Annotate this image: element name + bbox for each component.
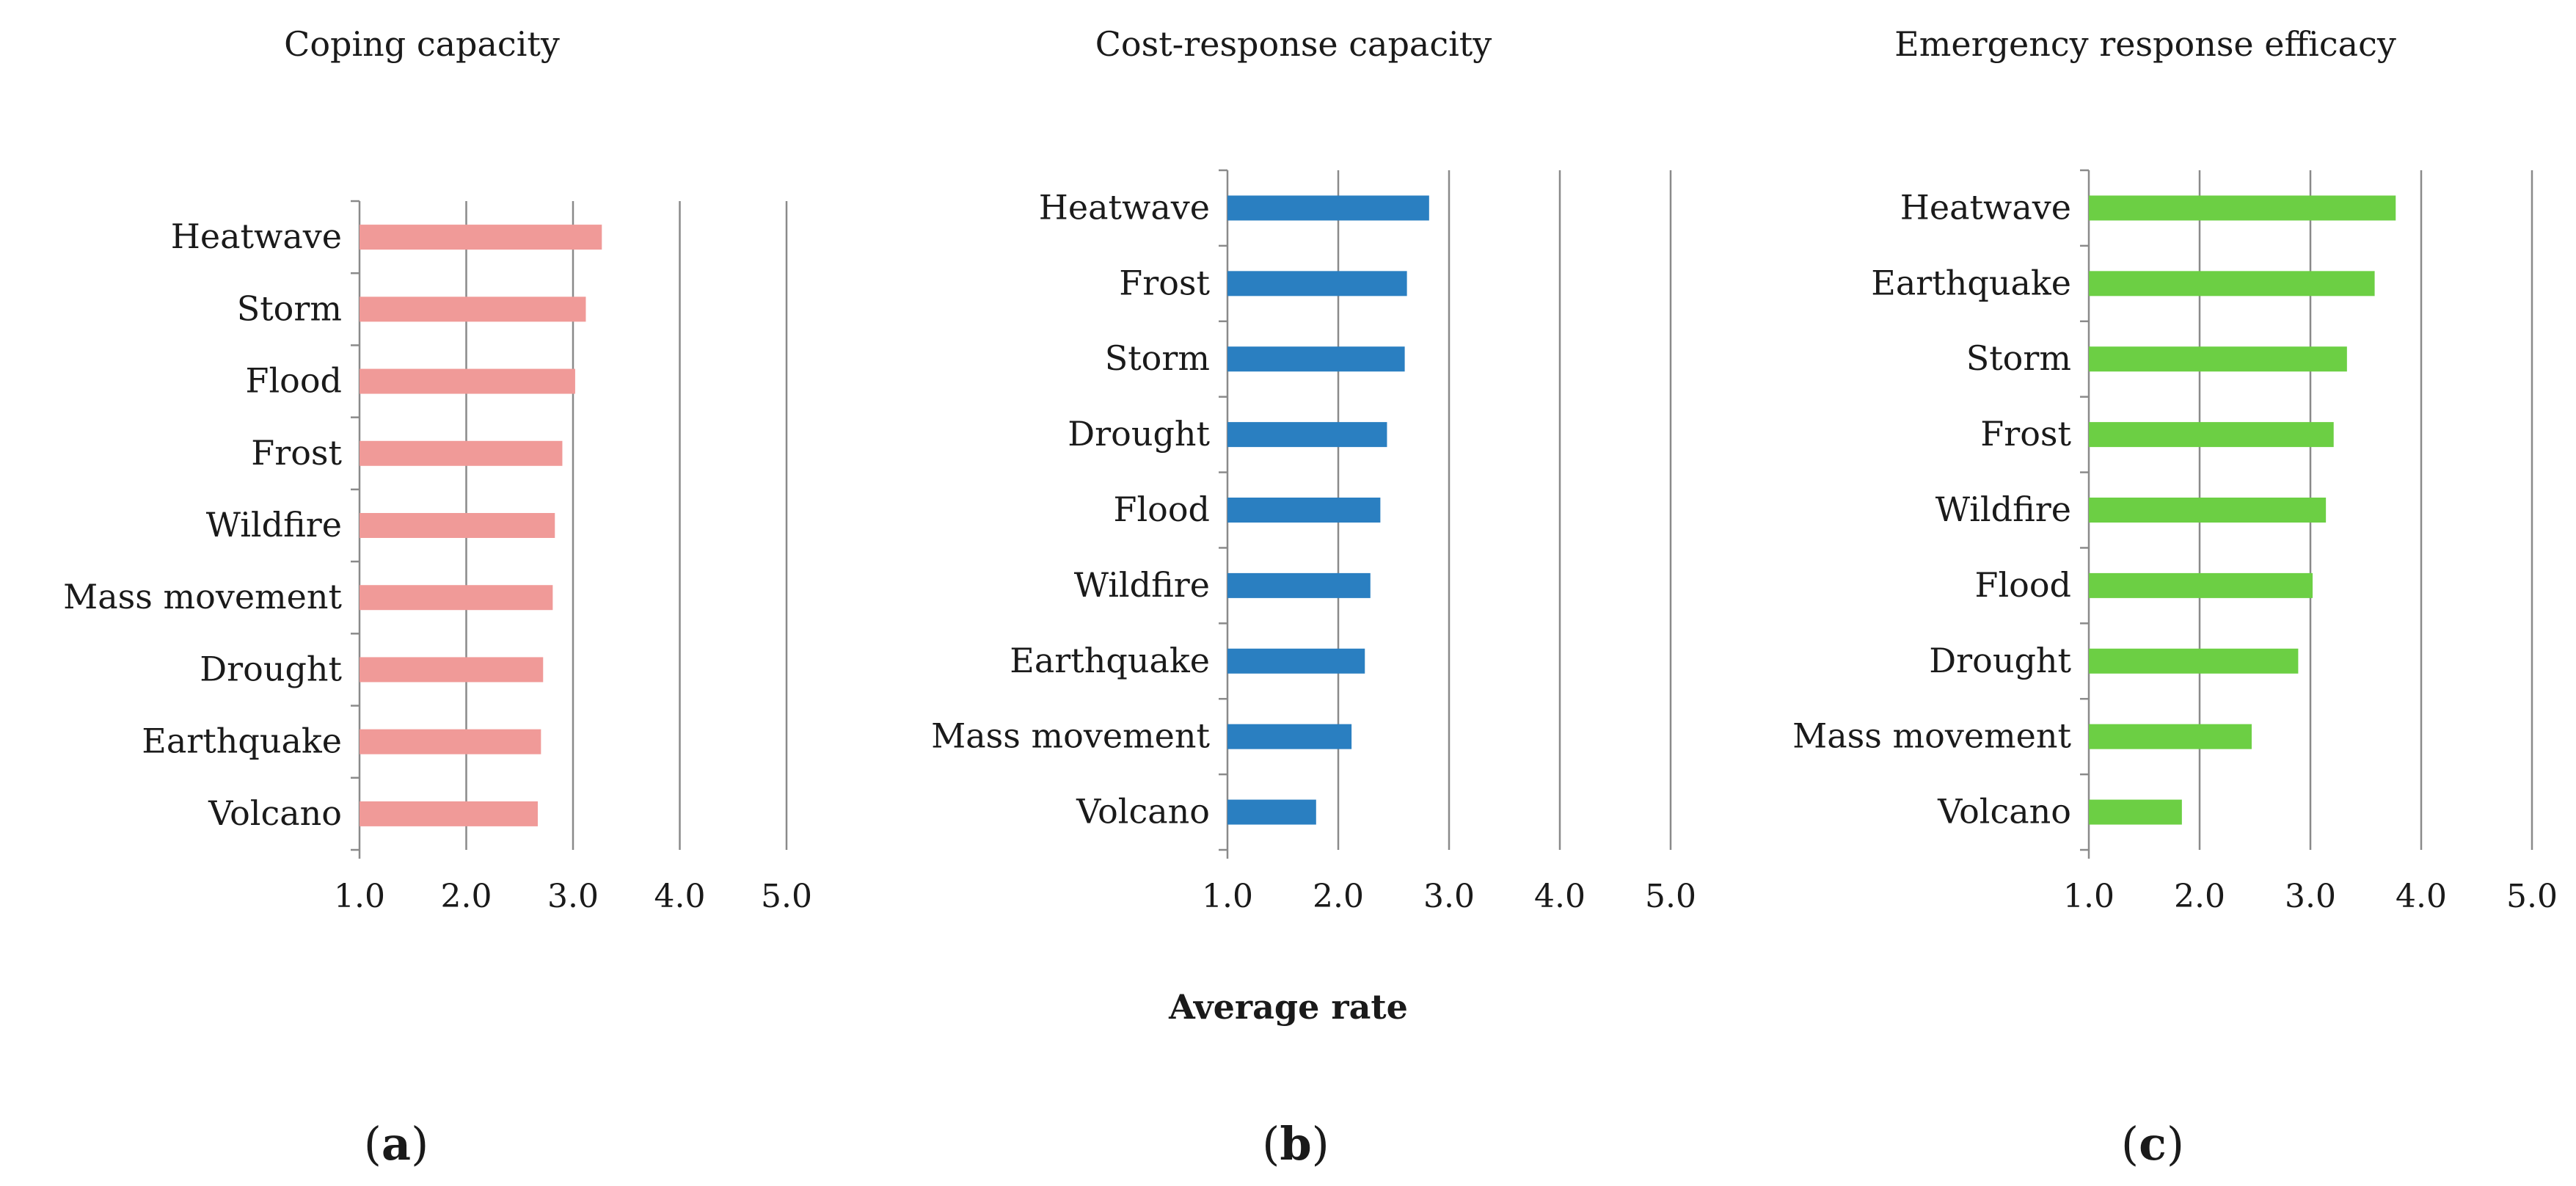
category-label-volcano: Volcano: [1937, 792, 2071, 832]
bar-flood: [360, 368, 575, 394]
x-tick-label: 1.0: [1202, 878, 1253, 915]
bar-storm: [2089, 346, 2347, 372]
category-label-flood: Flood: [1975, 565, 2071, 605]
bar-storm: [360, 296, 586, 322]
x-tick-label: 2.0: [441, 878, 492, 915]
category-label-mass-movement: Mass movement: [1792, 716, 2071, 756]
category-label-frost: Frost: [1119, 263, 1210, 302]
category-label-wildfire: Wildfire: [1074, 565, 1210, 605]
x-tick-label: 3.0: [547, 878, 599, 915]
category-label-drought: Drought: [200, 649, 342, 688]
bar-earthquake: [1227, 648, 1365, 674]
category-label-heatwave: Heatwave: [1900, 187, 2071, 227]
bar-wildfire: [1227, 572, 1371, 598]
bar-drought: [1227, 422, 1387, 448]
bar-wildfire: [360, 513, 555, 538]
category-label-mass-movement: Mass movement: [931, 716, 1210, 756]
bar-heatwave: [1227, 195, 1429, 221]
x-tick-label: 5.0: [1645, 878, 1696, 915]
x-tick-label: 4.0: [1534, 878, 1586, 915]
category-label-volcano: Volcano: [1076, 792, 1210, 832]
category-label-storm: Storm: [237, 288, 342, 328]
bar-earthquake: [360, 729, 541, 754]
bar-frost: [1227, 271, 1407, 296]
bar-drought: [360, 657, 544, 683]
x-tick-label: 4.0: [654, 878, 706, 915]
bar-mass-movement: [1227, 724, 1352, 749]
bar-heatwave: [2089, 195, 2396, 221]
category-label-drought: Drought: [1929, 641, 2071, 680]
panel-cost-response-capacity: Cost-response capacity Average rate (b) …: [931, 24, 1696, 1171]
bar-flood: [1227, 498, 1381, 523]
bar-mass-movement: [2089, 724, 2252, 749]
panel-label: (b): [1262, 1117, 1329, 1171]
bar-mass-movement: [360, 585, 553, 611]
category-label-earthquake: Earthquake: [1871, 263, 2071, 302]
panel-title: Coping capacity: [284, 24, 560, 64]
bar-frost: [2089, 422, 2334, 448]
x-tick-label: 2.0: [1313, 878, 1364, 915]
bar-frost: [360, 440, 563, 466]
x-tick-label: 4.0: [2396, 878, 2447, 915]
category-label-wildfire: Wildfire: [206, 505, 342, 545]
panel-title: Emergency response efficacy: [1894, 24, 2396, 64]
x-tick-label: 1.0: [334, 878, 385, 915]
category-label-frost: Frost: [251, 433, 342, 473]
panel-emergency-response-efficacy: Emergency response efficacy (c) 1.0 2.0 3.…: [1792, 24, 2558, 1171]
category-label-heatwave: Heatwave: [171, 217, 342, 256]
bar-heatwave: [360, 225, 602, 250]
x-tick-label: 2.0: [2174, 878, 2225, 915]
category-label-volcano: Volcano: [208, 793, 342, 833]
bar-drought: [2089, 648, 2299, 674]
x-tick-label: 3.0: [1423, 878, 1475, 915]
panel-label: (c): [2121, 1117, 2184, 1171]
x-axis-label: Average rate: [1168, 987, 1408, 1027]
panel-label: (a): [364, 1117, 429, 1171]
category-label-mass-movement: Mass movement: [63, 577, 342, 616]
category-label-earthquake: Earthquake: [1010, 641, 1210, 680]
bar-flood: [2089, 572, 2313, 598]
bar-volcano: [360, 801, 538, 826]
category-label-frost: Frost: [1980, 414, 2071, 454]
category-label-storm: Storm: [1105, 338, 1210, 378]
category-label-earthquake: Earthquake: [142, 721, 342, 761]
category-label-drought: Drought: [1068, 414, 1210, 454]
category-label-storm: Storm: [1966, 338, 2071, 378]
x-tick-label: 3.0: [2285, 878, 2336, 915]
bar-wildfire: [2089, 498, 2327, 523]
bar-volcano: [1227, 799, 1316, 825]
panel-coping-capacity: Coping capacity (a) 1.0 2.0 3.0 4.0 5.0 Heatw…: [63, 24, 812, 1171]
panel-title: Cost-response capacity: [1095, 24, 1492, 64]
x-tick-label: 5.0: [761, 878, 812, 915]
category-label-flood: Flood: [246, 361, 342, 401]
category-label-wildfire: Wildfire: [1935, 490, 2071, 529]
bar-volcano: [2089, 799, 2182, 825]
bar-earthquake: [2089, 271, 2375, 296]
x-tick-label: 1.0: [2063, 878, 2115, 915]
category-label-heatwave: Heatwave: [1039, 187, 1210, 227]
bar-storm: [1227, 346, 1405, 372]
category-label-flood: Flood: [1114, 490, 1210, 529]
x-tick-label: 5.0: [2506, 878, 2558, 915]
